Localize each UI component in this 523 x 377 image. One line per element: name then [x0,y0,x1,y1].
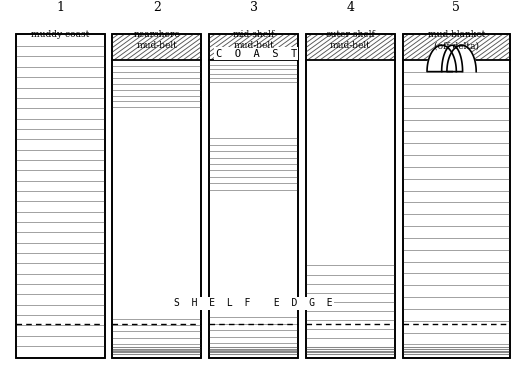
Text: 4: 4 [346,2,355,14]
Text: S  H  E  L  F    E  D  G  E: S H E L F E D G E [174,299,333,308]
Bar [209,34,298,358]
Text: 3: 3 [249,2,258,14]
Bar [306,34,395,358]
Text: outer-shelf
mud-belt: outer-shelf mud-belt [325,30,376,50]
Text: mud blanket
(off delta): mud blanket (off delta) [428,30,485,50]
Bar [112,34,201,358]
Bar [403,34,510,358]
Text: nearshore
mud-belt: nearshore mud-belt [133,30,180,50]
Polygon shape [441,45,462,72]
Bar [209,34,298,358]
Bar [306,34,395,358]
Text: mid-shelf
mud-belt: mid-shelf mud-belt [233,30,275,50]
Bar [16,34,105,358]
Polygon shape [447,45,476,72]
Bar [16,34,105,358]
Polygon shape [427,45,456,72]
Text: C  O  A  S  T: C O A S T [215,49,297,58]
Text: 5: 5 [452,2,460,14]
Text: 1: 1 [56,2,64,14]
Text: 2: 2 [153,2,161,14]
Bar [403,34,510,358]
Text: muddy coast: muddy coast [31,30,89,39]
Bar [112,34,201,358]
